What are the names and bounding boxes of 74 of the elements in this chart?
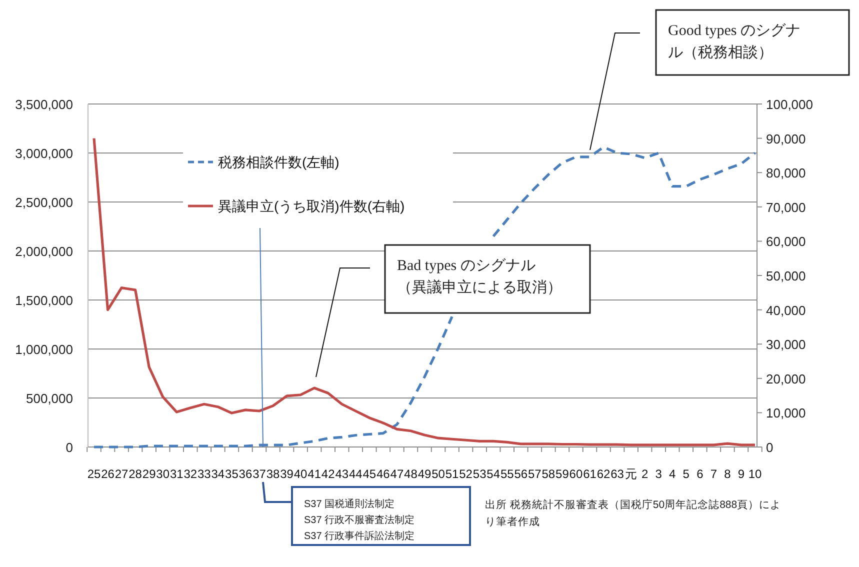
annotation: Bad types のシグナル（異議申立による取消） <box>397 258 562 296</box>
callout: Bad types のシグナル（異議申立による取消） <box>316 244 591 378</box>
x-tick-label: 33 <box>197 467 212 481</box>
x-tick-label: 39 <box>280 467 294 481</box>
x-tick-label: 31 <box>170 467 184 481</box>
y-tick-label: 3,500,000 <box>15 97 73 112</box>
x-tick-label: 35 <box>225 467 239 481</box>
text: 出所 税務統計不服審査表（国税庁50周年記念誌888頁）により筆者作成 <box>485 498 782 528</box>
x-tick-label: 58 <box>542 467 556 481</box>
x-tick-label: 7 <box>710 467 718 481</box>
x-tick-label: 41 <box>308 467 322 481</box>
x-tick-label: 27 <box>114 467 129 481</box>
x-tick-label: 45 <box>362 467 376 481</box>
x-tick-label: 50 <box>432 467 446 481</box>
y-tick-label: 2,000,000 <box>15 244 73 259</box>
x-tick-label: 61 <box>583 467 597 481</box>
x-tick-label: 26 <box>101 467 115 481</box>
y2-tick-label: 40,000 <box>766 302 806 318</box>
x-tick-label: 30 <box>156 467 170 481</box>
x-tick-label: 8 <box>724 467 732 481</box>
x-tick-label: 37 <box>252 467 266 481</box>
y-tick-label: 1,000,000 <box>15 342 73 357</box>
y2-tick-label: 100,000 <box>766 97 813 112</box>
y2-tick-label: 70,000 <box>766 200 806 215</box>
y2-tick-label: 80,000 <box>766 166 806 181</box>
x-tick-label: 6 <box>696 467 704 481</box>
x-tick-label: 4 <box>669 467 676 481</box>
y-tick-label: 3,000,000 <box>15 146 73 161</box>
x-tick-label: 28 <box>128 467 142 481</box>
y2-tick-label: 30,000 <box>766 337 806 352</box>
y-tick-label: 2,500,000 <box>15 195 73 210</box>
x-tick-label: 43 <box>335 467 349 481</box>
x-tick-label: 54 <box>486 467 500 481</box>
x-tick-label: 59 <box>556 467 570 481</box>
x-tick-label: 42 <box>321 467 336 481</box>
x-tick-label: 53 <box>472 467 487 481</box>
x-tick-label: 38 <box>266 467 280 481</box>
y-tick-label: 500,000 <box>26 391 73 406</box>
x-tick-label: 3 <box>655 467 662 481</box>
x-tick-label: 44 <box>348 467 363 481</box>
y2-tick-label: 50,000 <box>766 268 806 284</box>
y-tick-label: 1,500,000 <box>15 293 73 308</box>
x-tick-label: 2 <box>641 467 648 481</box>
x-tick-label: 62 <box>596 467 611 481</box>
x-tick-label: 56 <box>514 467 528 481</box>
x-tick-label: 51 <box>445 467 460 481</box>
x-tick-label: 46 <box>376 467 390 481</box>
x-tick-label: 52 <box>459 467 473 481</box>
x-tick-label: 25 <box>87 467 101 481</box>
legend-label: 異議申立(うち取消)件数(右軸) <box>218 198 405 214</box>
x-tick-label: 5 <box>682 467 690 481</box>
y2-tick-label: 0 <box>766 440 774 455</box>
y-tick-label: 0 <box>66 440 73 455</box>
x-tick-label: 29 <box>142 467 156 481</box>
x-tick-label: 元 <box>625 467 638 481</box>
x-tick-label: 34 <box>211 467 225 481</box>
x-tick-label: 47 <box>390 467 404 481</box>
y2-tick-label: 90,000 <box>766 131 806 146</box>
text: S37 国税通則法制定 S37 行政不服審査法制定 S37 行政事件訴訟法制定 <box>304 498 415 542</box>
x-tick-label: 60 <box>569 467 583 481</box>
y2-tick-label: 20,000 <box>766 371 806 386</box>
x-tick-label: 49 <box>418 467 432 481</box>
x-tick-label: 48 <box>404 467 418 481</box>
x-tick-label: 40 <box>294 467 308 481</box>
x-tick-label: 57 <box>528 467 542 481</box>
x-tick-label: 63 <box>610 467 624 481</box>
x-tick-label: 9 <box>738 467 745 481</box>
x-tick-label: 10 <box>748 467 762 481</box>
legend-label: 税務相談件数(左軸) <box>218 154 340 170</box>
x-tick-label: 32 <box>184 467 198 481</box>
y2-tick-label: 10,000 <box>766 406 806 421</box>
x-tick-label: 36 <box>238 467 252 481</box>
y2-tick-label: 60,000 <box>766 234 806 250</box>
x-tick-label: 55 <box>500 467 514 481</box>
